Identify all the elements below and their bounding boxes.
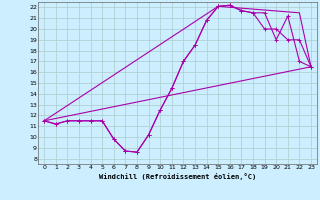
X-axis label: Windchill (Refroidissement éolien,°C): Windchill (Refroidissement éolien,°C): [99, 173, 256, 180]
